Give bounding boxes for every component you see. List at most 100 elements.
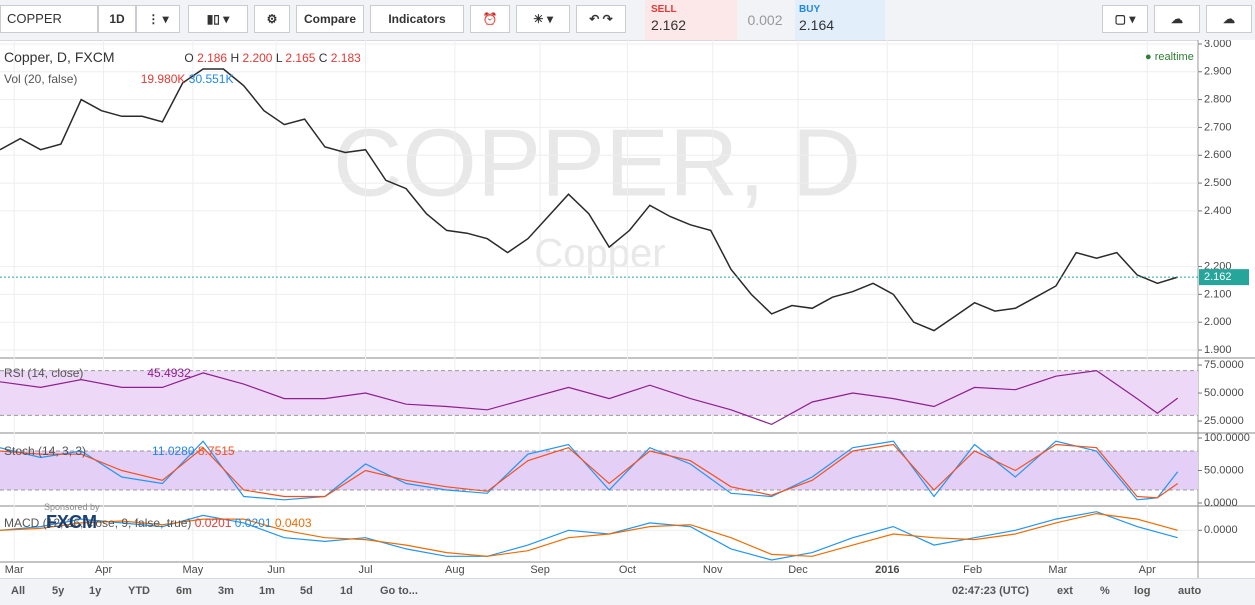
stoch-d-value: 8.7515	[197, 444, 235, 458]
range-button[interactable]: 1d	[340, 585, 353, 597]
range-button[interactable]: YTD	[128, 585, 150, 597]
y-tick-label: 50.0000	[1204, 387, 1244, 399]
sponsor: Sponsored by	[44, 502, 100, 512]
chart: COPPER, D Copper Mar Apr May Jun Jul Aug Sep Oc…	[0, 40, 1255, 578]
main-legend: Copper, D, FXCM O 2.186 H 2.200 L 2.165 …	[4, 49, 361, 65]
y-tick-label: 1.900	[1204, 344, 1232, 356]
y-tick-label: 2.100	[1204, 288, 1232, 300]
range-button[interactable]: 1y	[89, 585, 102, 597]
range-button[interactable]: Go to...	[380, 585, 418, 597]
toolbar: COPPER 1D ⋮ ▾ ▮▯ ▾ ⚙ Compare Indicators …	[0, 0, 1255, 41]
ohlc: O 2.186 H 2.200 L 2.165 C 2.183	[184, 51, 360, 65]
y-tick-label: 75.0000	[1204, 359, 1244, 371]
vol-value-1: 19.980K	[140, 72, 186, 86]
c-label: C	[318, 51, 328, 65]
sell-label: SELL	[651, 4, 677, 15]
buy-label: BUY	[799, 4, 821, 15]
series-line	[0, 443, 1179, 499]
x-tick-label: Mar	[1048, 564, 1067, 576]
y-tick-label: 2.000	[1204, 316, 1232, 328]
interval-menu[interactable]: ⋮ ▾	[136, 5, 180, 33]
macd-value-3: 0.0403	[274, 516, 312, 530]
y-tick-label: 2.600	[1204, 149, 1232, 161]
save[interactable]: ☁	[1206, 5, 1252, 33]
c-value: 2.183	[330, 51, 361, 65]
scale-option[interactable]: auto	[1178, 585, 1202, 597]
scale-option[interactable]: ext	[1057, 585, 1073, 597]
y-tick-label: 2.500	[1204, 177, 1232, 189]
chart-style[interactable]: ▮▯ ▾	[188, 5, 248, 33]
undo-redo[interactable]: ↶ ↷	[576, 5, 626, 33]
settings[interactable]: ⚙	[254, 5, 290, 33]
legend-title: Copper, D, FXCM	[4, 49, 115, 65]
range-button[interactable]: 1m	[259, 585, 275, 597]
o-label: O	[184, 51, 194, 65]
range-button[interactable]: 5y	[52, 585, 65, 597]
vol-title: Vol (20, false)	[4, 72, 78, 86]
y-tick-label: 2.400	[1204, 205, 1232, 217]
y-tick-label: 2.900	[1204, 66, 1232, 78]
series-line	[0, 440, 1179, 501]
x-tick-label: Apr	[1139, 564, 1156, 576]
load[interactable]: ☁	[1154, 5, 1200, 33]
sell-price: 2.162	[651, 17, 687, 33]
y-tick-label: 3.000	[1204, 40, 1232, 50]
x-tick-label: Jun	[267, 564, 285, 576]
realtime: ● realtime	[1145, 51, 1194, 63]
x-tick-label: Oct	[619, 564, 636, 576]
scale-option[interactable]: %	[1100, 585, 1110, 597]
macd-value-2: 0.0201	[234, 516, 272, 530]
x-tick-label: Nov	[703, 564, 723, 576]
range-button[interactable]: 6m	[176, 585, 192, 597]
ideas[interactable]: ☀ ▾	[516, 5, 570, 33]
buy-price: 2.164	[799, 17, 835, 33]
y-tick-label: 0.0000	[1204, 524, 1238, 536]
indicators[interactable]: Indicators	[370, 5, 464, 33]
last-price-tag	[1199, 269, 1249, 286]
interval[interactable]: 1D	[98, 5, 136, 33]
bottom-bar: All 5y 1y YTD 6m 3m 1m 5d 1d Go to... 02:47:23 (UT…	[0, 578, 1255, 605]
rsi-title: RSI (14, close)	[4, 366, 84, 380]
series-line	[0, 512, 1178, 557]
layout[interactable]: ▢ ▾	[1102, 5, 1148, 33]
watermark-name: Copper	[534, 232, 665, 276]
sponsor-brand[interactable]: FXCM	[46, 512, 97, 532]
series-line	[0, 369, 1179, 426]
sell-box[interactable]: SELL 2.162	[645, 0, 737, 40]
y-tick-label: 25.0000	[1204, 415, 1244, 427]
symbol-input[interactable]: COPPER	[0, 5, 98, 33]
macd-value-1: 0.0201	[194, 516, 232, 530]
macd-title: MACD (12, 26, close, 9, false, true)	[4, 516, 192, 530]
price-axis	[1198, 40, 1255, 578]
buy-box[interactable]: BUY 2.164	[795, 0, 885, 40]
clock: 02:47:23 (UTC)	[952, 585, 1030, 597]
x-tick-label: Dec	[788, 564, 808, 576]
x-tick-label: 2016	[875, 564, 899, 576]
realtime-label: realtime	[1154, 51, 1194, 63]
x-tick-label: Jul	[358, 564, 372, 576]
y-tick-label: 2.700	[1204, 121, 1232, 133]
range-button[interactable]: 5d	[300, 585, 313, 597]
rsi-value: 45.4932	[147, 366, 191, 380]
series-line	[0, 511, 1178, 561]
compare[interactable]: Compare	[296, 5, 364, 33]
x-tick-label: Apr	[95, 564, 112, 576]
range-button[interactable]: All	[11, 585, 26, 597]
range-button[interactable]: 3m	[218, 585, 234, 597]
o-value: 2.186	[197, 51, 228, 65]
scale-option[interactable]: log	[1134, 585, 1151, 597]
alert[interactable]: ⏰	[470, 5, 510, 33]
vol-value-2: 30.551K	[188, 72, 234, 86]
y-tick-label: 0.0000	[1204, 497, 1238, 509]
x-tick-label: May	[183, 564, 204, 576]
rsi-legend: RSI (14, close) 45.4932	[4, 366, 191, 380]
watermark-symbol: COPPER, D	[333, 109, 861, 216]
indicator-band	[0, 370, 1198, 416]
y-tick-label: 100.0000	[1204, 432, 1250, 444]
series-line	[0, 68, 1178, 332]
last-price-label: 2.162	[1204, 271, 1232, 283]
h-value: 2.200	[242, 51, 273, 65]
l-label: L	[275, 51, 283, 65]
